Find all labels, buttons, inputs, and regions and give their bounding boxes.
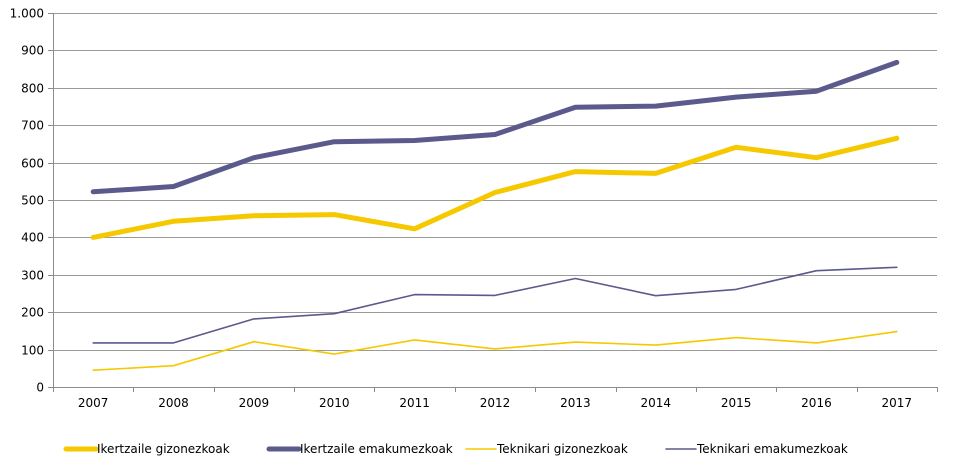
x-tick-label: 2011: [399, 396, 430, 410]
x-tick-label: 2012: [480, 396, 511, 410]
legend-label: Ikertzaile gizonezkoak: [97, 442, 230, 456]
series-line-1: [90, 135, 900, 240]
x-tick-label: 2010: [319, 396, 350, 410]
y-tick-label: 900: [21, 44, 44, 58]
y-tick-label: 700: [21, 119, 44, 133]
x-tick-label: 2015: [721, 396, 752, 410]
y-tick-label: 500: [21, 194, 44, 208]
legend-label: Ikertzaile emakumezkoak: [300, 442, 453, 456]
x-tick-label: 2008: [158, 396, 189, 410]
legend-label: Teknikari emakumezkoak: [696, 442, 848, 456]
y-tick-label: 800: [21, 82, 44, 96]
x-tick-label: 2017: [882, 396, 913, 410]
legend: Ikertzaile gizonezkoak Ikertzaile emakume…: [63, 442, 848, 456]
x-tick-label: 2007: [78, 396, 109, 410]
y-tick-label: 300: [21, 269, 44, 283]
legend-label: Teknikari gizonezkoak: [496, 442, 628, 456]
y-tick-label: 100: [21, 344, 44, 358]
y-tick-label: 400: [21, 231, 44, 245]
series-lines: [90, 59, 900, 372]
y-tick-label: 200: [21, 306, 44, 320]
x-axis-ticks: 2007 2008 2009 2010 2011 2012 2013 2014 2015 2016…: [53, 387, 938, 410]
series-line-3: [92, 330, 898, 372]
x-tick-label: 2013: [560, 396, 591, 410]
y-tick-label: 1.000: [10, 7, 44, 21]
x-tick-label: 2014: [640, 396, 671, 410]
series-line-4: [92, 266, 898, 344]
x-tick-label: 2016: [801, 396, 832, 410]
gridlines: [48, 13, 937, 388]
x-tick-label: 2009: [239, 396, 270, 410]
y-tick-label: 0: [36, 381, 44, 395]
y-tick-label: 600: [21, 157, 44, 171]
y-axis-ticks: 0 100 200 300 400 500 600 700 800 900 1.000: [10, 7, 44, 395]
series-line-2: [90, 59, 900, 195]
